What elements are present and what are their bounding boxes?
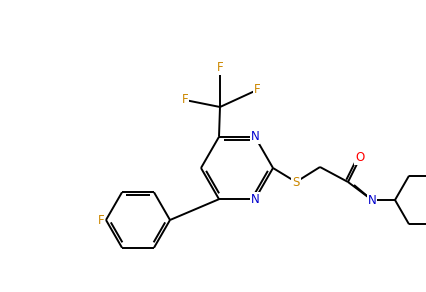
Text: S: S	[292, 175, 299, 189]
Text: N: N	[367, 194, 375, 206]
Text: F: F	[216, 62, 223, 74]
Text: N: N	[250, 130, 259, 143]
Text: O: O	[354, 152, 364, 164]
Text: F: F	[98, 213, 104, 227]
Text: F: F	[253, 84, 260, 96]
Text: N: N	[250, 193, 259, 206]
Text: F: F	[181, 93, 188, 107]
